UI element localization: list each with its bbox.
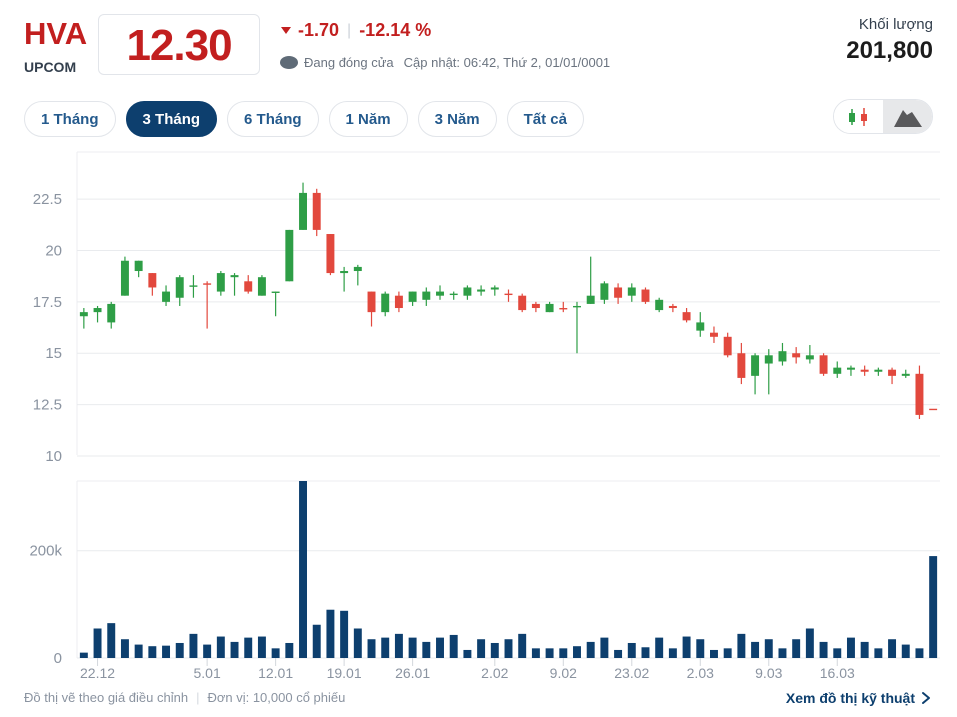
svg-text:20: 20	[45, 242, 62, 259]
svg-text:0: 0	[54, 650, 62, 667]
svg-text:9.02: 9.02	[550, 665, 577, 681]
svg-text:10: 10	[45, 448, 62, 465]
svg-text:12.5: 12.5	[33, 397, 62, 414]
svg-text:2.02: 2.02	[481, 665, 508, 681]
svg-text:9.03: 9.03	[755, 665, 782, 681]
svg-text:2.03: 2.03	[687, 665, 714, 681]
svg-text:22.5: 22.5	[33, 191, 62, 208]
svg-text:19.01: 19.01	[327, 665, 362, 681]
svg-text:23.02: 23.02	[614, 665, 649, 681]
svg-text:15: 15	[45, 345, 62, 362]
svg-text:16.03: 16.03	[820, 665, 855, 681]
svg-text:12.01: 12.01	[258, 665, 293, 681]
svg-text:17.5: 17.5	[33, 294, 62, 311]
svg-text:26.01: 26.01	[395, 665, 430, 681]
svg-text:5.01: 5.01	[194, 665, 221, 681]
svg-text:22.12: 22.12	[80, 665, 115, 681]
svg-text:200k: 200k	[29, 543, 62, 560]
